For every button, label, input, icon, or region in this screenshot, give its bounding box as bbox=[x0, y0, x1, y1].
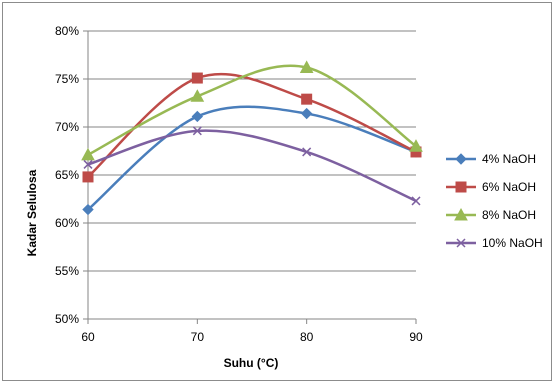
y-axis-title: Kadar Selulosa bbox=[25, 169, 39, 256]
legend-item: 6% NaOH bbox=[446, 180, 536, 194]
data-point bbox=[81, 147, 95, 161]
y-tick-label: 65% bbox=[55, 168, 79, 182]
data-point bbox=[82, 203, 94, 216]
data-point bbox=[299, 60, 314, 73]
series-4 bbox=[83, 126, 421, 206]
data-point bbox=[192, 126, 202, 136]
data-point bbox=[83, 159, 93, 169]
data-point bbox=[302, 147, 312, 157]
x-tick-label: 60 bbox=[81, 330, 95, 344]
marker-stroke bbox=[302, 147, 312, 157]
legend-marker bbox=[456, 238, 466, 248]
data-point bbox=[411, 196, 421, 206]
legend-label: 8% NaOH bbox=[482, 208, 536, 222]
x-axis-title: Suhu (°C) bbox=[224, 356, 279, 370]
legend-label: 6% NaOH bbox=[482, 180, 536, 194]
tick-labels: 50% 55% 60% 65% 70% 75% 80% 60 70 80 90 bbox=[55, 24, 423, 344]
marker-stroke bbox=[192, 126, 202, 136]
x-tick-label: 90 bbox=[409, 330, 423, 344]
legend-label: 10% NaOH bbox=[482, 236, 543, 250]
series-1 bbox=[82, 105, 422, 216]
x-tick-label: 70 bbox=[191, 330, 205, 344]
series-3 bbox=[81, 60, 423, 161]
series-group bbox=[81, 60, 423, 216]
y-tick-label: 50% bbox=[55, 312, 79, 326]
legend-item: 8% NaOH bbox=[446, 207, 536, 222]
y-tick-label: 55% bbox=[55, 264, 79, 278]
data-point bbox=[300, 107, 313, 120]
data-point bbox=[82, 171, 94, 183]
legend-marker bbox=[455, 181, 467, 193]
legend-label: 4% NaOH bbox=[482, 152, 536, 166]
marker-stroke bbox=[83, 159, 93, 169]
x-tick-label: 80 bbox=[300, 330, 314, 344]
data-point bbox=[409, 139, 423, 152]
legend-marker bbox=[455, 153, 467, 165]
data-point bbox=[191, 110, 204, 123]
data-point bbox=[190, 89, 205, 102]
series-line bbox=[87, 64, 417, 156]
legend: 4% NaOH 6% NaOH 8% NaOH 10% NaOH bbox=[446, 152, 543, 250]
y-tick-label: 70% bbox=[55, 120, 79, 134]
y-tick-label: 75% bbox=[55, 72, 79, 86]
data-point bbox=[301, 93, 313, 105]
y-tick-label: 60% bbox=[55, 216, 79, 230]
legend-marker bbox=[454, 207, 468, 221]
data-point bbox=[191, 72, 203, 84]
y-tick-label: 80% bbox=[55, 24, 79, 38]
legend-item: 10% NaOH bbox=[446, 236, 543, 250]
series-line bbox=[87, 105, 417, 211]
marker-stroke bbox=[411, 196, 421, 206]
marker-stroke bbox=[456, 238, 466, 248]
series-line bbox=[87, 129, 417, 203]
legend-item: 4% NaOH bbox=[446, 152, 536, 166]
